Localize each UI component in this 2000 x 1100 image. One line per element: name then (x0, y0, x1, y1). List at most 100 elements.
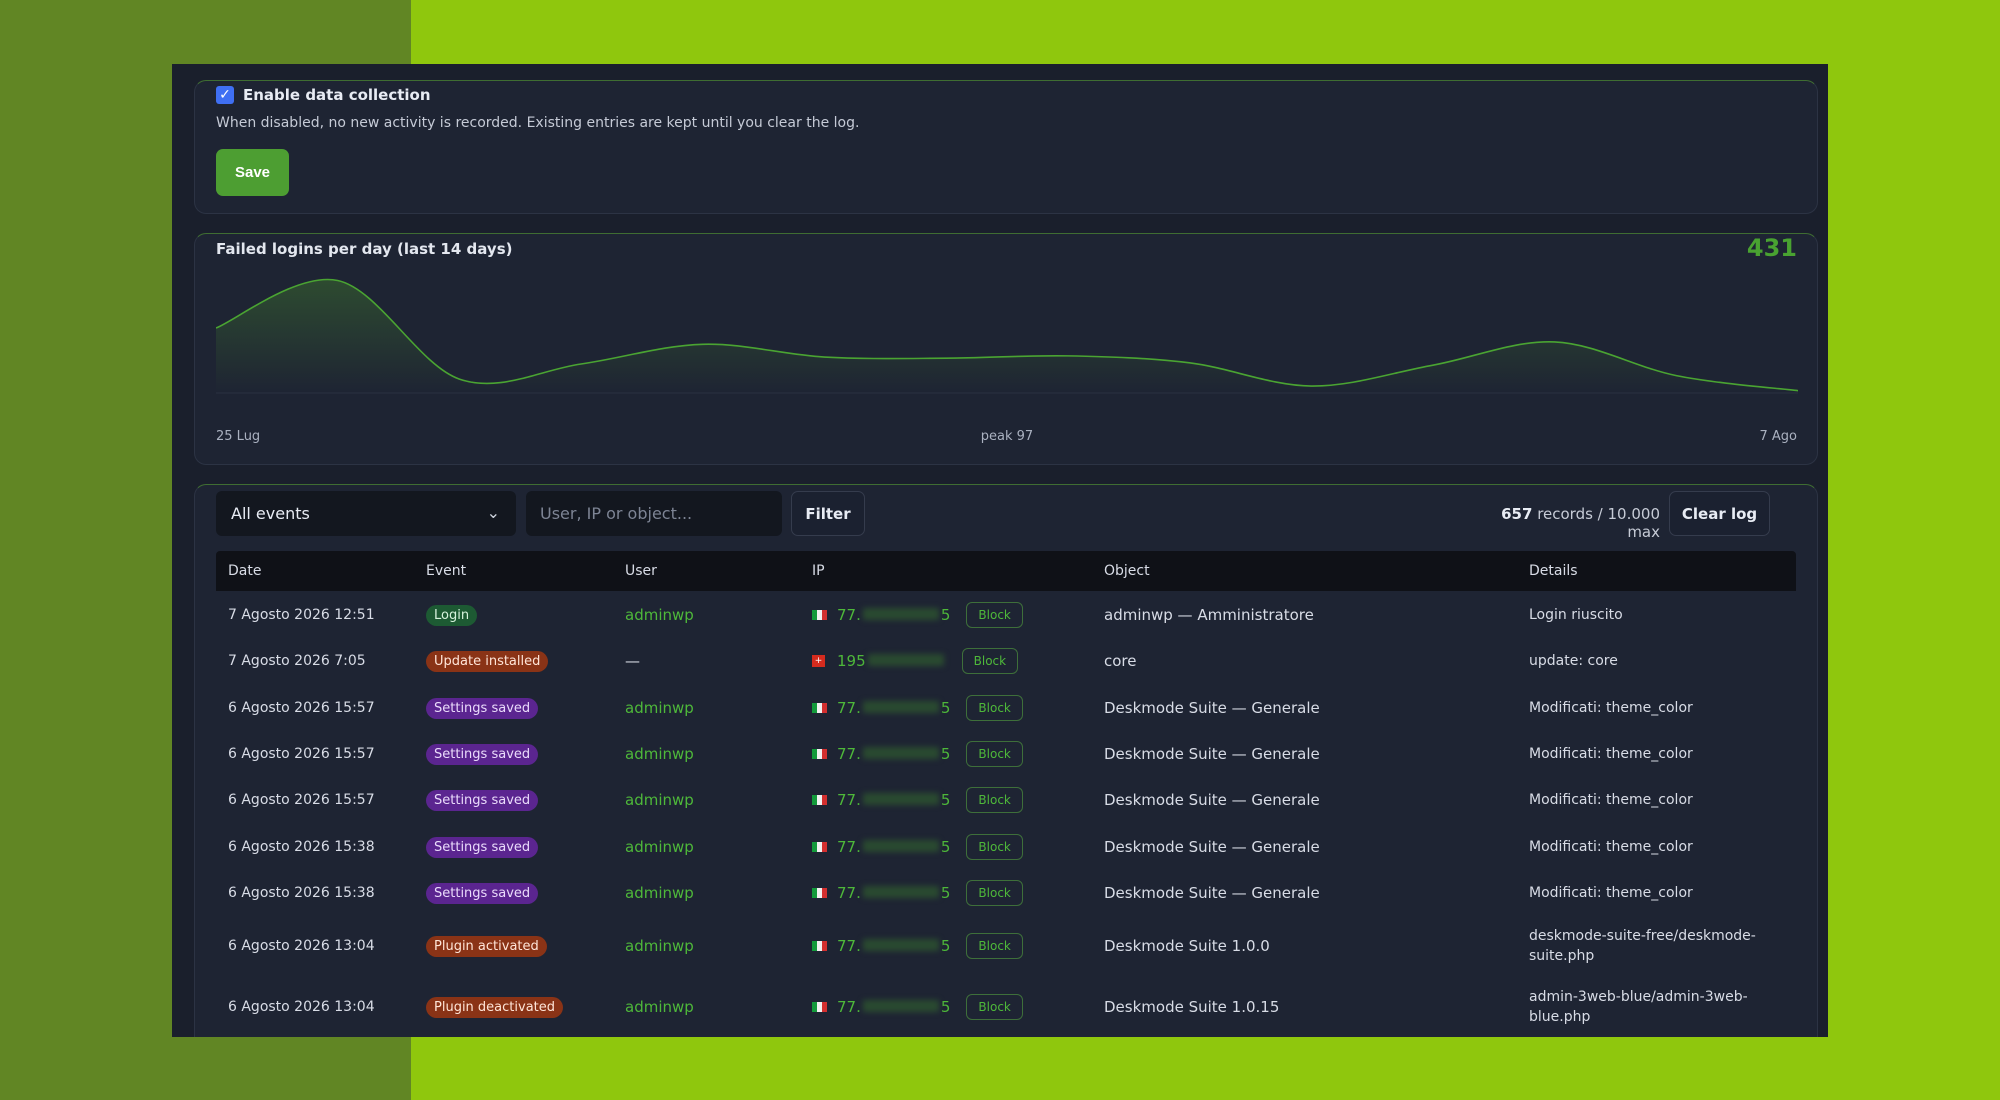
ip-redacted (862, 700, 939, 713)
ip-end: 5 (940, 605, 951, 624)
details-cell: update: core (1529, 653, 1618, 669)
flag-italy-icon (812, 702, 827, 713)
event-cell: Settings saved (426, 790, 539, 811)
event-badge: Settings saved (426, 790, 539, 811)
event-badge: Plugin activated (426, 936, 547, 957)
block-ip-button[interactable]: Block (966, 993, 1023, 1020)
ip-address: 77. 5 (837, 838, 950, 856)
chevron-down-icon: ⌄ (486, 503, 500, 522)
data-collection-toggle-row[interactable]: ✓ Enable data collection (216, 86, 431, 104)
col-object: Object (1104, 563, 1150, 579)
event-badge: Settings saved (426, 744, 539, 765)
date-cell: 6 Agosto 2026 13:04 (228, 938, 375, 954)
chart-peak-label: peak 97 (980, 429, 1034, 444)
block-ip-button[interactable]: Block (966, 601, 1023, 628)
user-link[interactable]: adminwp (625, 698, 694, 717)
records-number: 657 (1501, 505, 1533, 523)
date-cell: 6 Agosto 2026 15:57 (228, 792, 375, 808)
chart-title: Failed logins per day (last 14 days) (216, 240, 513, 258)
flag-italy-icon (812, 888, 827, 898)
event-cell: Settings saved (426, 883, 539, 904)
block-ip-button[interactable]: Block (966, 787, 1023, 813)
event-badge: Update installed (426, 651, 549, 672)
flag-italy-icon (812, 609, 827, 620)
event-cell: Plugin deactivated (426, 996, 564, 1018)
clear-log-button[interactable]: Clear log (1669, 491, 1770, 536)
log-card: All events ⌄ Filter 657 records / 10.000… (194, 484, 1818, 1037)
flag-switzerland-icon: + (812, 655, 825, 667)
records-count: 657 records / 10.000 max (1475, 505, 1660, 541)
block-ip-button[interactable]: Block (966, 933, 1023, 959)
failed-logins-chart (216, 278, 1798, 394)
date-cell: 6 Agosto 2026 15:38 (228, 885, 375, 901)
ip-start: 77. (837, 605, 861, 624)
date-cell: 6 Agosto 2026 15:57 (228, 746, 375, 762)
ip-address: 77. 5 (837, 606, 950, 624)
event-badge: Settings saved (426, 883, 539, 904)
ip-address: 77. 5 (837, 998, 950, 1016)
user-cell: — (625, 652, 640, 670)
ip-redacted (862, 886, 939, 898)
ip-end: 5 (940, 698, 951, 717)
ip-start: 77. (837, 997, 861, 1016)
date-cell: 6 Agosto 2026 15:57 (228, 699, 375, 716)
event-type-select[interactable]: All events ⌄ (216, 491, 516, 536)
flag-italy-icon (812, 795, 827, 805)
ip-end: 5 (940, 837, 951, 856)
user-link[interactable]: adminwp (625, 937, 694, 955)
block-ip-button[interactable]: Block (961, 648, 1019, 674)
user-link[interactable]: adminwp (625, 884, 694, 902)
enable-data-collection-checkbox[interactable]: ✓ (216, 86, 234, 104)
chart-end-label: 7 Ago (1759, 429, 1797, 444)
ip-start: 77. (837, 884, 861, 902)
table-row: 6 Agosto 2026 13:04 Plugin deactivated a… (216, 976, 1796, 1037)
settings-card: ✓ Enable data collection When disabled, … (194, 80, 1818, 214)
table-row: 6 Agosto 2026 15:57 Settings saved admin… (216, 731, 1796, 777)
object-cell: Deskmode Suite 1.0.15 (1104, 997, 1280, 1016)
details-cell: Modificati: theme_color (1529, 699, 1693, 716)
ip-address: 77. 5 (837, 791, 950, 809)
ip-start: 77. (837, 698, 861, 717)
block-ip-button[interactable]: Block (966, 741, 1023, 767)
user-link[interactable]: adminwp (625, 997, 694, 1016)
ip-redacted (862, 999, 939, 1012)
table-row: 7 Agosto 2026 12:51 Login adminwp 77. 5 B… (216, 591, 1796, 638)
table-row: 7 Agosto 2026 7:05 Update installed — + … (216, 638, 1796, 684)
event-select-value: All events (231, 504, 310, 523)
object-cell: Deskmode Suite — Generale (1104, 884, 1320, 902)
block-ip-button[interactable]: Block (966, 694, 1023, 721)
filter-button[interactable]: Filter (791, 491, 865, 536)
date-cell: 6 Agosto 2026 15:38 (228, 838, 375, 855)
user-link[interactable]: adminwp (625, 605, 694, 624)
block-ip-button[interactable]: Block (966, 833, 1023, 860)
object-cell: Deskmode Suite — Generale (1104, 745, 1320, 763)
ip-cell: 77. 5 Block (812, 833, 1023, 860)
event-badge: Login (426, 604, 478, 626)
date-cell: 7 Agosto 2026 7:05 (228, 653, 366, 669)
col-event: Event (426, 563, 467, 579)
user-link[interactable]: adminwp (625, 791, 694, 809)
details-cell: admin-3web-blue/admin-3web-blue.php (1529, 988, 1748, 1025)
flag-italy-icon (812, 841, 827, 852)
block-ip-button[interactable]: Block (966, 880, 1023, 906)
date-cell: 6 Agosto 2026 13:04 (228, 998, 375, 1015)
date-cell: 7 Agosto 2026 12:51 (228, 606, 375, 623)
user-link[interactable]: adminwp (625, 745, 694, 763)
event-badge: Settings saved (426, 836, 539, 858)
col-date: Date (228, 563, 262, 579)
flag-italy-icon (812, 1001, 827, 1012)
table-row: 6 Agosto 2026 15:57 Settings saved admin… (216, 684, 1796, 731)
user-link[interactable]: adminwp (625, 837, 694, 856)
ip-cell: 77. 5 Block (812, 741, 1023, 767)
chart-start-label: 25 Lug (216, 429, 261, 444)
ip-address: 77. 5 (837, 699, 950, 717)
search-input[interactable] (526, 491, 782, 536)
table-header: Date Event User IP Object Details (216, 551, 1796, 591)
object-cell: Deskmode Suite 1.0.0 (1104, 937, 1270, 955)
ip-cell: 77. 5 Block (812, 787, 1023, 813)
ip-start: 77. (837, 937, 861, 955)
flag-italy-icon (812, 941, 827, 951)
log-table: Date Event User IP Object Details 7 Agos… (216, 551, 1796, 1037)
save-button[interactable]: Save (216, 149, 289, 196)
ip-start: 195 (837, 652, 866, 670)
